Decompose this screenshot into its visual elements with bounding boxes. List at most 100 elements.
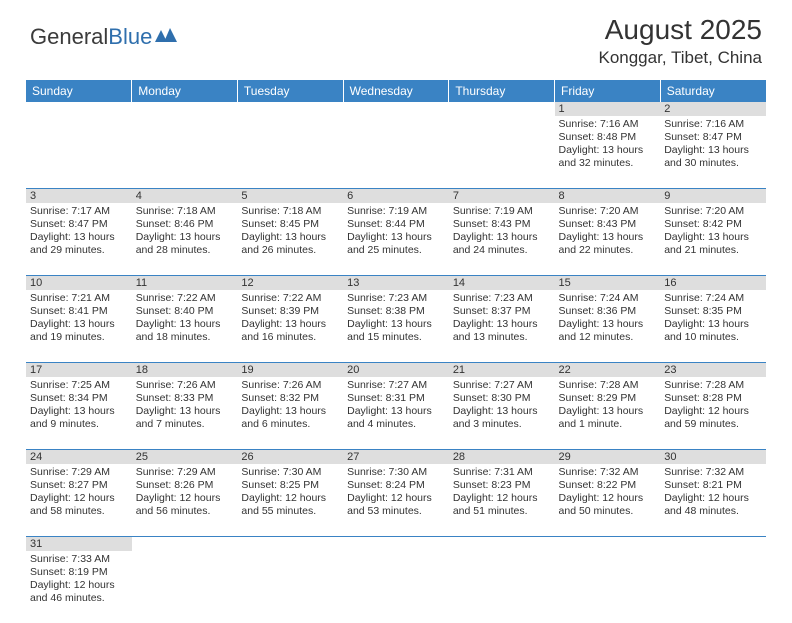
sunrise-text: Sunrise: 7:31 AM xyxy=(453,466,551,479)
calendar-cell: 7Sunrise: 7:19 AMSunset: 8:43 PMDaylight… xyxy=(449,189,555,276)
calendar-cell: 24Sunrise: 7:29 AMSunset: 8:27 PMDayligh… xyxy=(26,450,132,537)
day-details: Sunrise: 7:27 AMSunset: 8:30 PMDaylight:… xyxy=(449,377,555,449)
calendar-head: SundayMondayTuesdayWednesdayThursdayFrid… xyxy=(26,80,766,102)
day-number: 22 xyxy=(555,363,661,377)
calendar-cell xyxy=(343,102,449,189)
daylight-text: and 12 minutes. xyxy=(559,331,657,344)
sunrise-text: Sunrise: 7:25 AM xyxy=(30,379,128,392)
calendar-cell: 5Sunrise: 7:18 AMSunset: 8:45 PMDaylight… xyxy=(237,189,343,276)
sunrise-text: Sunrise: 7:16 AM xyxy=(664,118,762,131)
sunrise-text: Sunrise: 7:32 AM xyxy=(559,466,657,479)
day-number: 27 xyxy=(343,450,449,464)
daylight-text: and 58 minutes. xyxy=(30,505,128,518)
day-details: Sunrise: 7:30 AMSunset: 8:24 PMDaylight:… xyxy=(343,464,449,536)
sunset-text: Sunset: 8:43 PM xyxy=(453,218,551,231)
calendar-cell: 11Sunrise: 7:22 AMSunset: 8:40 PMDayligh… xyxy=(132,276,238,363)
sunrise-text: Sunrise: 7:23 AM xyxy=(347,292,445,305)
daylight-text: Daylight: 13 hours xyxy=(136,405,234,418)
daylight-text: Daylight: 13 hours xyxy=(559,144,657,157)
calendar-cell xyxy=(237,102,343,189)
sunrise-text: Sunrise: 7:21 AM xyxy=(30,292,128,305)
daylight-text: Daylight: 13 hours xyxy=(347,231,445,244)
sunset-text: Sunset: 8:46 PM xyxy=(136,218,234,231)
calendar-cell: 17Sunrise: 7:25 AMSunset: 8:34 PMDayligh… xyxy=(26,363,132,450)
sunset-text: Sunset: 8:35 PM xyxy=(664,305,762,318)
daylight-text: Daylight: 13 hours xyxy=(30,318,128,331)
day-number: 12 xyxy=(237,276,343,290)
sunset-text: Sunset: 8:37 PM xyxy=(453,305,551,318)
sunrise-text: Sunrise: 7:19 AM xyxy=(347,205,445,218)
daylight-text: Daylight: 13 hours xyxy=(241,405,339,418)
sunrise-text: Sunrise: 7:29 AM xyxy=(30,466,128,479)
daylight-text: Daylight: 13 hours xyxy=(453,405,551,418)
sunrise-text: Sunrise: 7:30 AM xyxy=(241,466,339,479)
dow-header: Friday xyxy=(555,80,661,102)
day-details: Sunrise: 7:18 AMSunset: 8:46 PMDaylight:… xyxy=(132,203,238,275)
daylight-text: Daylight: 12 hours xyxy=(30,492,128,505)
day-details: Sunrise: 7:19 AMSunset: 8:44 PMDaylight:… xyxy=(343,203,449,275)
day-number: 9 xyxy=(660,189,766,203)
sunset-text: Sunset: 8:36 PM xyxy=(559,305,657,318)
daylight-text: Daylight: 13 hours xyxy=(241,318,339,331)
sunrise-text: Sunrise: 7:23 AM xyxy=(453,292,551,305)
daylight-text: Daylight: 12 hours xyxy=(30,579,128,592)
daylight-text: and 28 minutes. xyxy=(136,244,234,257)
sunset-text: Sunset: 8:47 PM xyxy=(664,131,762,144)
daylight-text: and 1 minute. xyxy=(559,418,657,431)
daylight-text: Daylight: 13 hours xyxy=(347,405,445,418)
day-number: 7 xyxy=(449,189,555,203)
title-block: August 2025 Konggar, Tibet, China xyxy=(598,14,762,68)
header: GeneralBlue August 2025 Konggar, Tibet, … xyxy=(0,0,792,74)
sunset-text: Sunset: 8:44 PM xyxy=(347,218,445,231)
logo: GeneralBlue xyxy=(30,14,177,50)
daylight-text: and 4 minutes. xyxy=(347,418,445,431)
sunrise-text: Sunrise: 7:20 AM xyxy=(559,205,657,218)
sunrise-text: Sunrise: 7:30 AM xyxy=(347,466,445,479)
sunset-text: Sunset: 8:42 PM xyxy=(664,218,762,231)
sunrise-text: Sunrise: 7:19 AM xyxy=(453,205,551,218)
calendar-cell: 22Sunrise: 7:28 AMSunset: 8:29 PMDayligh… xyxy=(555,363,661,450)
day-number: 23 xyxy=(660,363,766,377)
day-number: 20 xyxy=(343,363,449,377)
calendar-cell: 18Sunrise: 7:26 AMSunset: 8:33 PMDayligh… xyxy=(132,363,238,450)
day-number: 16 xyxy=(660,276,766,290)
daylight-text: Daylight: 12 hours xyxy=(453,492,551,505)
calendar-cell: 28Sunrise: 7:31 AMSunset: 8:23 PMDayligh… xyxy=(449,450,555,537)
day-number: 15 xyxy=(555,276,661,290)
day-details: Sunrise: 7:28 AMSunset: 8:28 PMDaylight:… xyxy=(660,377,766,449)
sunset-text: Sunset: 8:31 PM xyxy=(347,392,445,405)
day-details: Sunrise: 7:27 AMSunset: 8:31 PMDaylight:… xyxy=(343,377,449,449)
sunset-text: Sunset: 8:25 PM xyxy=(241,479,339,492)
location-label: Konggar, Tibet, China xyxy=(598,48,762,68)
calendar-cell xyxy=(449,537,555,623)
day-details: Sunrise: 7:16 AMSunset: 8:47 PMDaylight:… xyxy=(660,116,766,188)
day-details: Sunrise: 7:24 AMSunset: 8:35 PMDaylight:… xyxy=(660,290,766,362)
daylight-text: and 46 minutes. xyxy=(30,592,128,605)
logo-text-2: Blue xyxy=(108,24,152,50)
day-details: Sunrise: 7:26 AMSunset: 8:32 PMDaylight:… xyxy=(237,377,343,449)
day-number: 18 xyxy=(132,363,238,377)
sunset-text: Sunset: 8:43 PM xyxy=(559,218,657,231)
daylight-text: and 53 minutes. xyxy=(347,505,445,518)
sunrise-text: Sunrise: 7:32 AM xyxy=(664,466,762,479)
daylight-text: and 15 minutes. xyxy=(347,331,445,344)
day-details: Sunrise: 7:20 AMSunset: 8:43 PMDaylight:… xyxy=(555,203,661,275)
daylight-text: Daylight: 13 hours xyxy=(136,318,234,331)
daylight-text: and 25 minutes. xyxy=(347,244,445,257)
day-details: Sunrise: 7:24 AMSunset: 8:36 PMDaylight:… xyxy=(555,290,661,362)
calendar-cell: 2Sunrise: 7:16 AMSunset: 8:47 PMDaylight… xyxy=(660,102,766,189)
sunset-text: Sunset: 8:32 PM xyxy=(241,392,339,405)
sunrise-text: Sunrise: 7:20 AM xyxy=(664,205,762,218)
sunset-text: Sunset: 8:45 PM xyxy=(241,218,339,231)
daylight-text: and 7 minutes. xyxy=(136,418,234,431)
daylight-text: Daylight: 12 hours xyxy=(347,492,445,505)
calendar-cell xyxy=(132,102,238,189)
day-number: 25 xyxy=(132,450,238,464)
sunset-text: Sunset: 8:48 PM xyxy=(559,131,657,144)
daylight-text: and 51 minutes. xyxy=(453,505,551,518)
calendar-cell xyxy=(555,537,661,623)
sunrise-text: Sunrise: 7:27 AM xyxy=(453,379,551,392)
dow-header: Wednesday xyxy=(343,80,449,102)
calendar-cell: 31Sunrise: 7:33 AMSunset: 8:19 PMDayligh… xyxy=(26,537,132,623)
daylight-text: and 50 minutes. xyxy=(559,505,657,518)
